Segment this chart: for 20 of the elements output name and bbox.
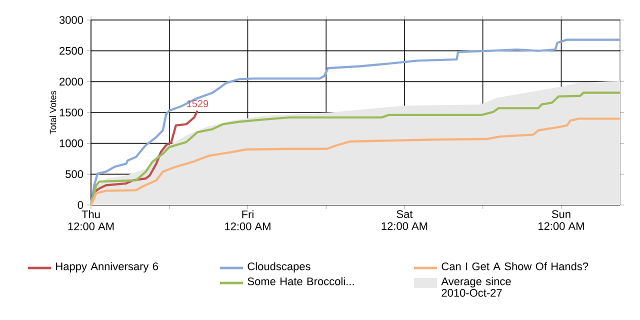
x-tick-label: Sun 12:00 AM: [538, 210, 584, 230]
legend-label: Cloudscapes: [248, 262, 310, 272]
y-tick-label: 0: [78, 201, 84, 209]
legend-label: Can I Get A Show Of Hands?: [442, 262, 588, 270]
x-tick-label: Fri 12:00 AM: [225, 210, 270, 230]
legend-label: Happy Anniversary 6: [56, 262, 158, 272]
y-tick-label: 2000: [60, 78, 84, 86]
line-series: [90, 38, 622, 206]
y-tick-label: 3000: [59, 16, 84, 24]
legend-label: Some Hate Broccoli...: [248, 277, 354, 286]
y-tick-label: 500: [66, 170, 84, 178]
annotation: 1529: [187, 100, 208, 108]
y-axis-title: Total Votes: [50, 90, 56, 134]
line-series: [90, 118, 622, 206]
y-tick-label: 1500: [60, 108, 84, 116]
y-tick-label: 2500: [60, 46, 84, 55]
legend-label: Average since 2010-Oct-27: [441, 277, 511, 297]
y-tick-label: 1000: [60, 139, 84, 148]
x-tick-label: Sat 12:00 AM: [382, 210, 428, 230]
x-tick-label: Thu 12:00 AM: [68, 210, 114, 230]
